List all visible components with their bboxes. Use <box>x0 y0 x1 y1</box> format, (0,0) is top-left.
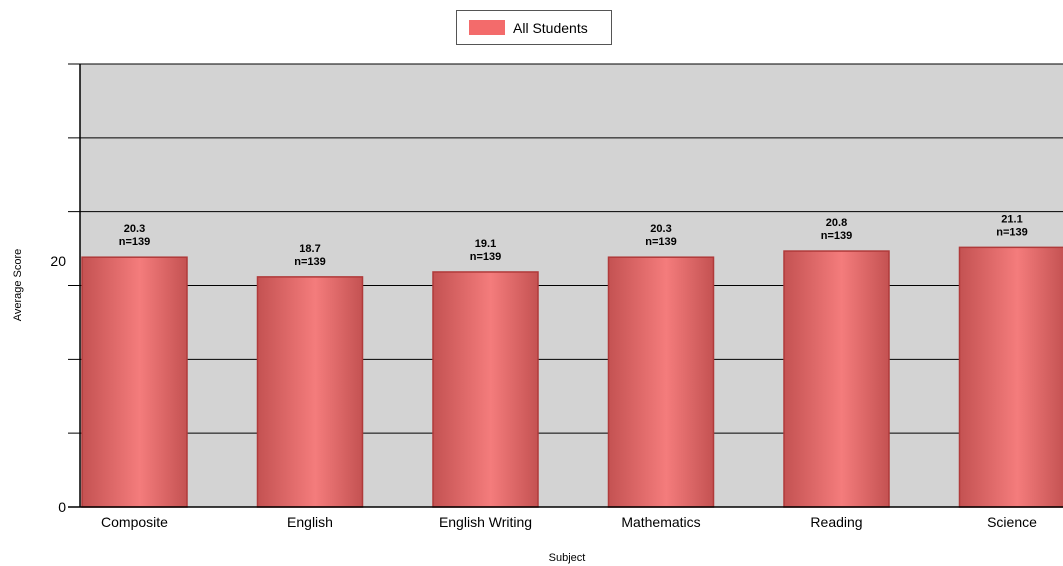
x-tick-label: Science <box>987 514 1037 530</box>
gridlines <box>68 63 1063 434</box>
bar-value-label: 20.3 <box>650 223 671 235</box>
bar <box>256 276 364 508</box>
bar-count-label: n=139 <box>645 236 677 248</box>
x-tick-label: Mathematics <box>621 514 700 530</box>
bar <box>81 256 188 508</box>
bar-count-label: n=139 <box>470 251 502 263</box>
y-tick-label: 20 <box>50 253 66 269</box>
x-tick-label: Composite <box>101 514 168 530</box>
labels: 20.3n=139Composite18.7n=139English19.1n=… <box>50 213 1037 530</box>
legend-swatch <box>469 20 505 35</box>
bar-count-label: n=139 <box>821 230 853 242</box>
bar-count-label: n=139 <box>996 226 1028 238</box>
bar-value-label: 20.3 <box>124 223 145 235</box>
bar <box>432 271 539 508</box>
axes <box>68 64 1063 508</box>
y-axis-label: Average Score <box>12 249 24 322</box>
legend-label-all-students: All Students <box>513 19 588 36</box>
x-tick-label: Reading <box>810 514 862 530</box>
bars <box>81 246 1063 508</box>
bar-value-label: 21.1 <box>1001 213 1022 225</box>
legend: All Students <box>456 10 612 45</box>
bar-value-label: 20.8 <box>826 217 847 229</box>
x-tick-label: English <box>287 514 333 530</box>
x-axis-label: Subject <box>549 552 586 564</box>
bar-count-label: n=139 <box>294 256 326 268</box>
bar <box>607 256 715 508</box>
bar <box>958 246 1063 508</box>
y-tick-label: 0 <box>58 499 66 515</box>
x-tick-label: English Writing <box>439 514 532 530</box>
bar-value-label: 19.1 <box>475 238 496 250</box>
bar-value-label: 18.7 <box>299 243 320 255</box>
bar-count-label: n=139 <box>119 236 151 248</box>
bar <box>783 250 890 508</box>
